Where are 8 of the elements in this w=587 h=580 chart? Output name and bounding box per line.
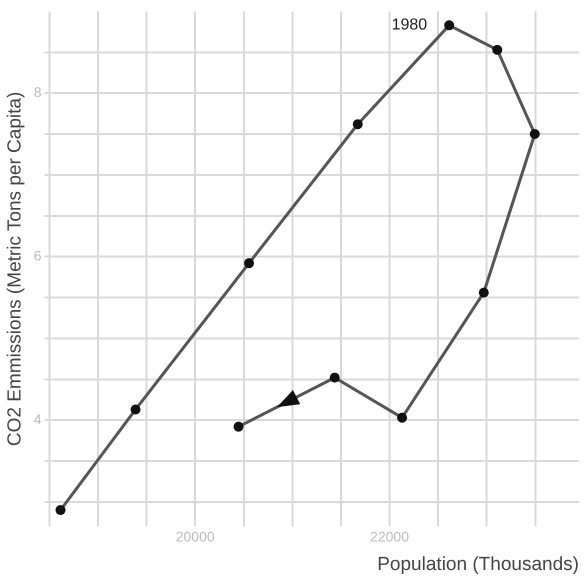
y-axis-title: CO2 Emmissions (Metric Tons per Capita) — [4, 92, 26, 446]
y-tick-label: 8 — [34, 84, 42, 100]
annotation: 1980 — [392, 16, 428, 34]
y-tick-label: 4 — [34, 410, 42, 427]
x-tick-label: 20000 — [176, 528, 215, 545]
x-tick-label: 22000 — [370, 528, 410, 545]
x-axis-title: Population (Thousands) — [377, 554, 579, 575]
y-tick-label: 6 — [34, 247, 42, 264]
